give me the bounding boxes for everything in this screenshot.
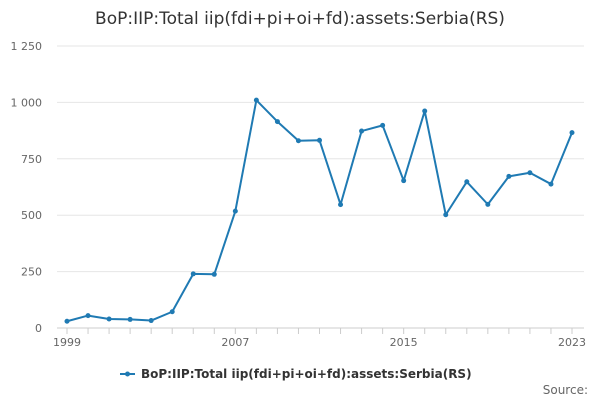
data-point[interactable] (148, 318, 154, 324)
data-point[interactable] (127, 316, 133, 322)
chart-title: BoP:IIP:Total iip(fdi+pi+oi+fd):assets:S… (95, 9, 505, 29)
y-tick-label: 1 000 (11, 96, 43, 109)
data-point[interactable] (380, 122, 386, 128)
data-point[interactable] (253, 97, 259, 103)
data-point[interactable] (485, 201, 491, 207)
data-point[interactable] (64, 318, 70, 324)
y-tick-label: 0 (35, 322, 42, 335)
data-point[interactable] (274, 119, 280, 125)
legend-marker-swatch (125, 371, 130, 377)
data-point[interactable] (422, 108, 428, 114)
data-point[interactable] (464, 179, 470, 185)
data-point[interactable] (401, 178, 407, 184)
data-point[interactable] (317, 137, 322, 143)
source-credit[interactable]: Source: (543, 383, 588, 397)
data-point[interactable] (232, 208, 238, 214)
data-point[interactable] (359, 128, 365, 134)
x-tick-label: 2015 (390, 336, 418, 349)
data-point[interactable] (527, 170, 533, 176)
data-point[interactable] (569, 130, 575, 136)
legend-label: BoP:IIP:Total iip(fdi+pi+oi+fd):assets:S… (141, 367, 472, 381)
y-tick-label: 250 (21, 266, 42, 279)
series-layer (64, 97, 575, 324)
grid-lines (57, 45, 584, 273)
series-line[interactable] (66, 99, 573, 323)
y-tick-label: 1 250 (11, 40, 43, 53)
data-point[interactable] (548, 181, 554, 187)
data-point[interactable] (506, 173, 512, 179)
data-point[interactable] (169, 309, 175, 315)
x-tick-label: 2007 (221, 336, 249, 349)
x-axis: 1999 2007 2015 2023 (53, 327, 586, 349)
y-tick-label: 750 (21, 153, 42, 166)
y-tick-label: 500 (21, 209, 42, 222)
data-point[interactable] (295, 138, 301, 144)
data-point[interactable] (443, 212, 449, 218)
legend[interactable]: BoP:IIP:Total iip(fdi+pi+oi+fd):assets:S… (120, 367, 472, 381)
data-point[interactable] (190, 271, 196, 277)
data-point[interactable] (106, 316, 112, 322)
data-point[interactable] (85, 313, 91, 319)
x-tick-label: 2023 (558, 336, 586, 349)
y-axis-tick-labels: 0 250 500 750 1 000 1 250 (11, 40, 43, 335)
data-point[interactable] (211, 271, 217, 277)
x-tick-label: 1999 (53, 336, 81, 349)
data-point[interactable] (338, 202, 344, 208)
